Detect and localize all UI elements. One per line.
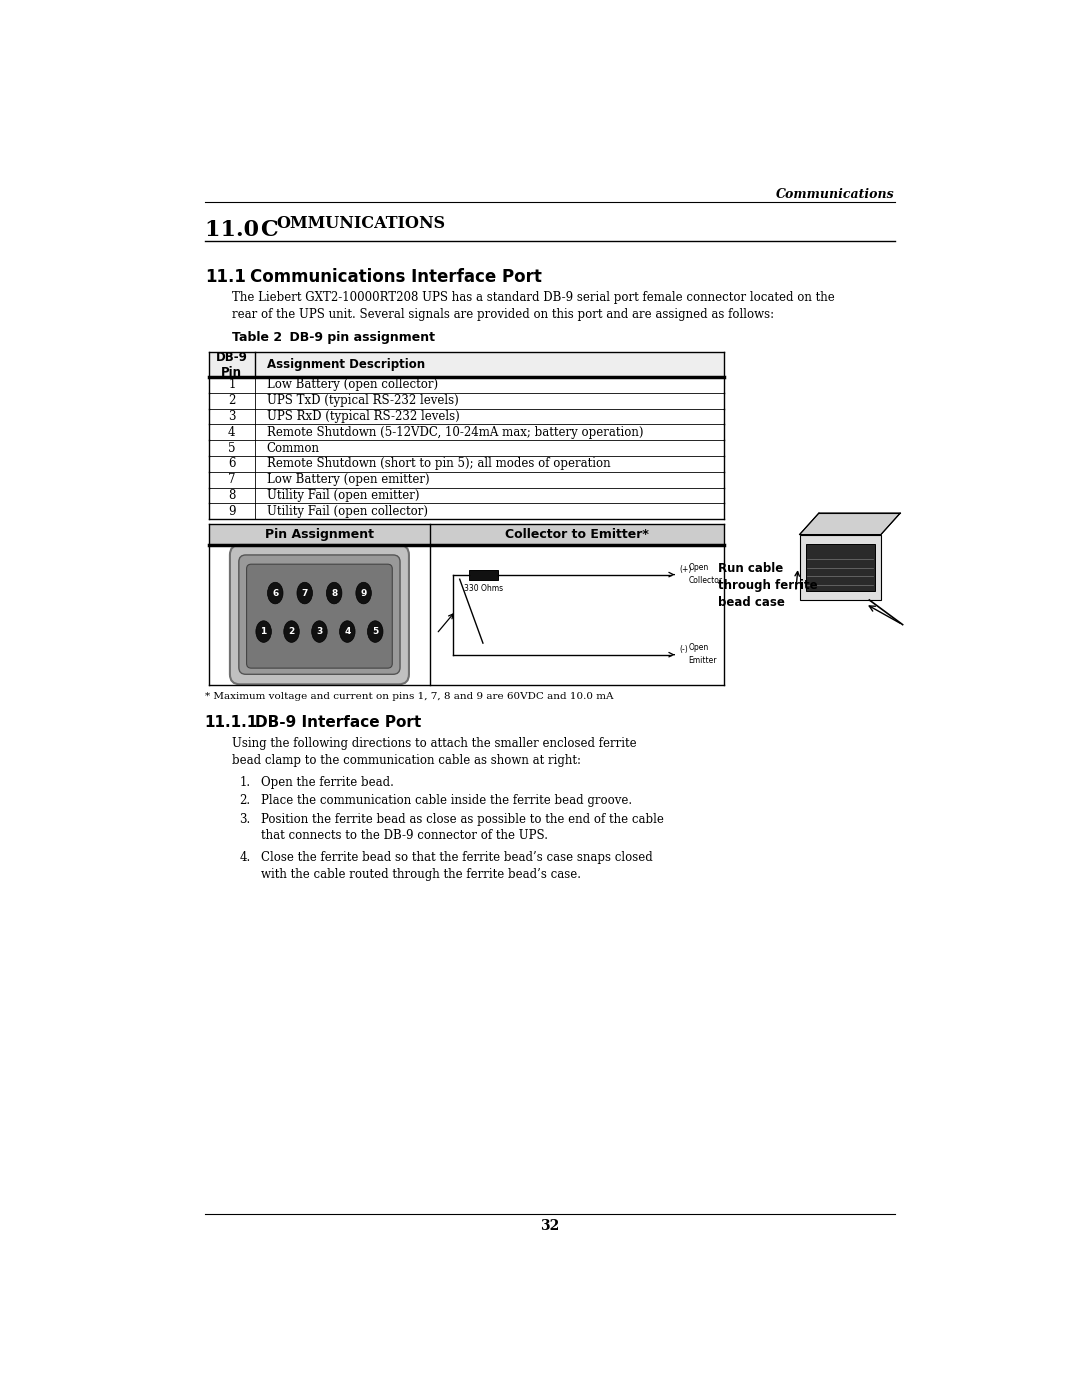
Ellipse shape [355, 583, 372, 604]
Text: 32: 32 [540, 1220, 559, 1234]
Text: 6: 6 [272, 588, 279, 598]
Text: 1: 1 [228, 379, 235, 391]
Text: Utility Fail (open collector): Utility Fail (open collector) [267, 504, 428, 518]
FancyBboxPatch shape [208, 524, 724, 545]
Text: 5: 5 [228, 441, 235, 454]
Text: 9: 9 [361, 588, 367, 598]
FancyBboxPatch shape [799, 535, 881, 599]
Text: UPS RxD (typical RS-232 levels): UPS RxD (typical RS-232 levels) [267, 411, 459, 423]
Text: Collector to Emitter*: Collector to Emitter* [505, 528, 649, 541]
Text: Close the ferrite bead so that the ferrite bead’s case snaps closed: Close the ferrite bead so that the ferri… [260, 851, 652, 863]
Text: Assignment Description: Assignment Description [267, 358, 424, 372]
Text: 6: 6 [228, 457, 235, 471]
Text: 4: 4 [228, 426, 235, 439]
Text: 8: 8 [228, 489, 235, 502]
Text: with the cable routed through the ferrite bead’s case.: with the cable routed through the ferrit… [260, 868, 581, 882]
Text: rear of the UPS unit. Several signals are provided on this port and are assigned: rear of the UPS unit. Several signals ar… [232, 307, 774, 321]
Text: (+): (+) [679, 564, 691, 574]
Ellipse shape [367, 620, 383, 643]
Text: 330 Ohms: 330 Ohms [464, 584, 503, 592]
Ellipse shape [312, 620, 327, 643]
Ellipse shape [256, 620, 271, 643]
FancyBboxPatch shape [469, 570, 499, 580]
Text: 1.: 1. [240, 775, 251, 788]
Text: 8: 8 [332, 588, 337, 598]
Text: 9: 9 [228, 504, 235, 518]
Text: Communications Interface Port: Communications Interface Port [249, 268, 541, 286]
Text: UPS TxD (typical RS-232 levels): UPS TxD (typical RS-232 levels) [267, 394, 459, 408]
Text: Open the ferrite bead.: Open the ferrite bead. [260, 775, 393, 788]
Text: * Maximum voltage and current on pins 1, 7, 8 and 9 are 60VDC and 10.0 mA: * Maximum voltage and current on pins 1,… [205, 693, 613, 701]
Text: Collector: Collector [688, 576, 723, 585]
Text: 3.: 3. [240, 813, 251, 826]
Text: 2: 2 [228, 394, 235, 408]
Text: bead case: bead case [718, 597, 785, 609]
Text: 1: 1 [260, 627, 267, 636]
FancyBboxPatch shape [246, 564, 392, 668]
Text: OMMUNICATIONS: OMMUNICATIONS [276, 215, 445, 232]
Text: Open: Open [688, 563, 708, 571]
Text: Position the ferrite bead as close as possible to the end of the cable: Position the ferrite bead as close as po… [260, 813, 663, 826]
Text: Low Battery (open emitter): Low Battery (open emitter) [267, 474, 430, 486]
Text: Utility Fail (open emitter): Utility Fail (open emitter) [267, 489, 419, 502]
FancyBboxPatch shape [230, 545, 409, 685]
Text: Common: Common [267, 441, 320, 454]
Text: Table 2: Table 2 [232, 331, 282, 344]
Text: C: C [260, 219, 279, 242]
Ellipse shape [297, 583, 312, 604]
Text: 3: 3 [228, 411, 235, 423]
FancyBboxPatch shape [806, 543, 875, 591]
Text: Remote Shutdown (short to pin 5); all modes of operation: Remote Shutdown (short to pin 5); all mo… [267, 457, 610, 471]
Text: 11.1: 11.1 [205, 268, 245, 286]
Text: The Liebert GXT2-10000RT208 UPS has a standard DB-9 serial port female connector: The Liebert GXT2-10000RT208 UPS has a st… [232, 291, 835, 303]
Text: DB-9 pin assignment: DB-9 pin assignment [272, 331, 435, 344]
Text: that connects to the DB-9 connector of the UPS.: that connects to the DB-9 connector of t… [260, 830, 548, 842]
Text: Emitter: Emitter [688, 657, 717, 665]
Text: 3: 3 [316, 627, 323, 636]
Text: Remote Shutdown (5-12VDC, 10-24mA max; battery operation): Remote Shutdown (5-12VDC, 10-24mA max; b… [267, 426, 644, 439]
Ellipse shape [339, 620, 355, 643]
Ellipse shape [284, 620, 299, 643]
Text: Place the communication cable inside the ferrite bead groove.: Place the communication cable inside the… [260, 793, 632, 807]
Text: DB-9 Interface Port: DB-9 Interface Port [255, 715, 421, 731]
Text: DB-9
Pin: DB-9 Pin [216, 351, 247, 379]
Text: bead clamp to the communication cable as shown at right:: bead clamp to the communication cable as… [232, 754, 581, 767]
Text: 2.: 2. [240, 793, 251, 807]
Text: 4.: 4. [240, 851, 251, 863]
Text: 5: 5 [373, 627, 378, 636]
Text: 4: 4 [345, 627, 351, 636]
Ellipse shape [268, 583, 283, 604]
Ellipse shape [326, 583, 342, 604]
Text: 11.0: 11.0 [205, 219, 274, 242]
Text: Using the following directions to attach the smaller enclosed ferrite: Using the following directions to attach… [232, 738, 636, 750]
Text: 2: 2 [288, 627, 295, 636]
Text: 7: 7 [301, 588, 308, 598]
Text: 11.1.1: 11.1.1 [205, 715, 258, 731]
Text: Pin Assignment: Pin Assignment [265, 528, 374, 541]
Text: Communications: Communications [775, 189, 894, 201]
FancyBboxPatch shape [208, 352, 724, 377]
Text: 7: 7 [228, 474, 235, 486]
Polygon shape [799, 513, 901, 535]
Text: Low Battery (open collector): Low Battery (open collector) [267, 379, 437, 391]
FancyBboxPatch shape [239, 555, 400, 675]
Text: (-): (-) [679, 645, 688, 654]
Text: Run cable: Run cable [718, 562, 783, 576]
Text: Open: Open [688, 643, 708, 651]
Text: through ferrite: through ferrite [718, 578, 818, 592]
